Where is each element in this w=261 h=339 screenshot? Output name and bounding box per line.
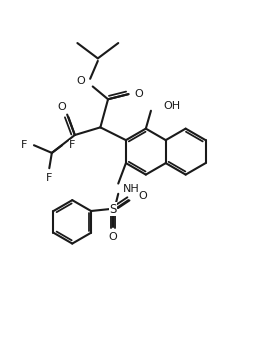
Text: O: O	[58, 102, 67, 112]
Text: F: F	[69, 140, 75, 150]
Text: F: F	[21, 140, 27, 150]
Text: NH: NH	[123, 184, 140, 194]
Text: O: O	[134, 89, 143, 99]
Text: O: O	[109, 232, 117, 242]
Text: O: O	[76, 76, 85, 86]
Text: F: F	[46, 174, 52, 183]
Text: O: O	[139, 191, 147, 201]
Text: S: S	[109, 203, 117, 216]
Text: OH: OH	[164, 101, 181, 111]
